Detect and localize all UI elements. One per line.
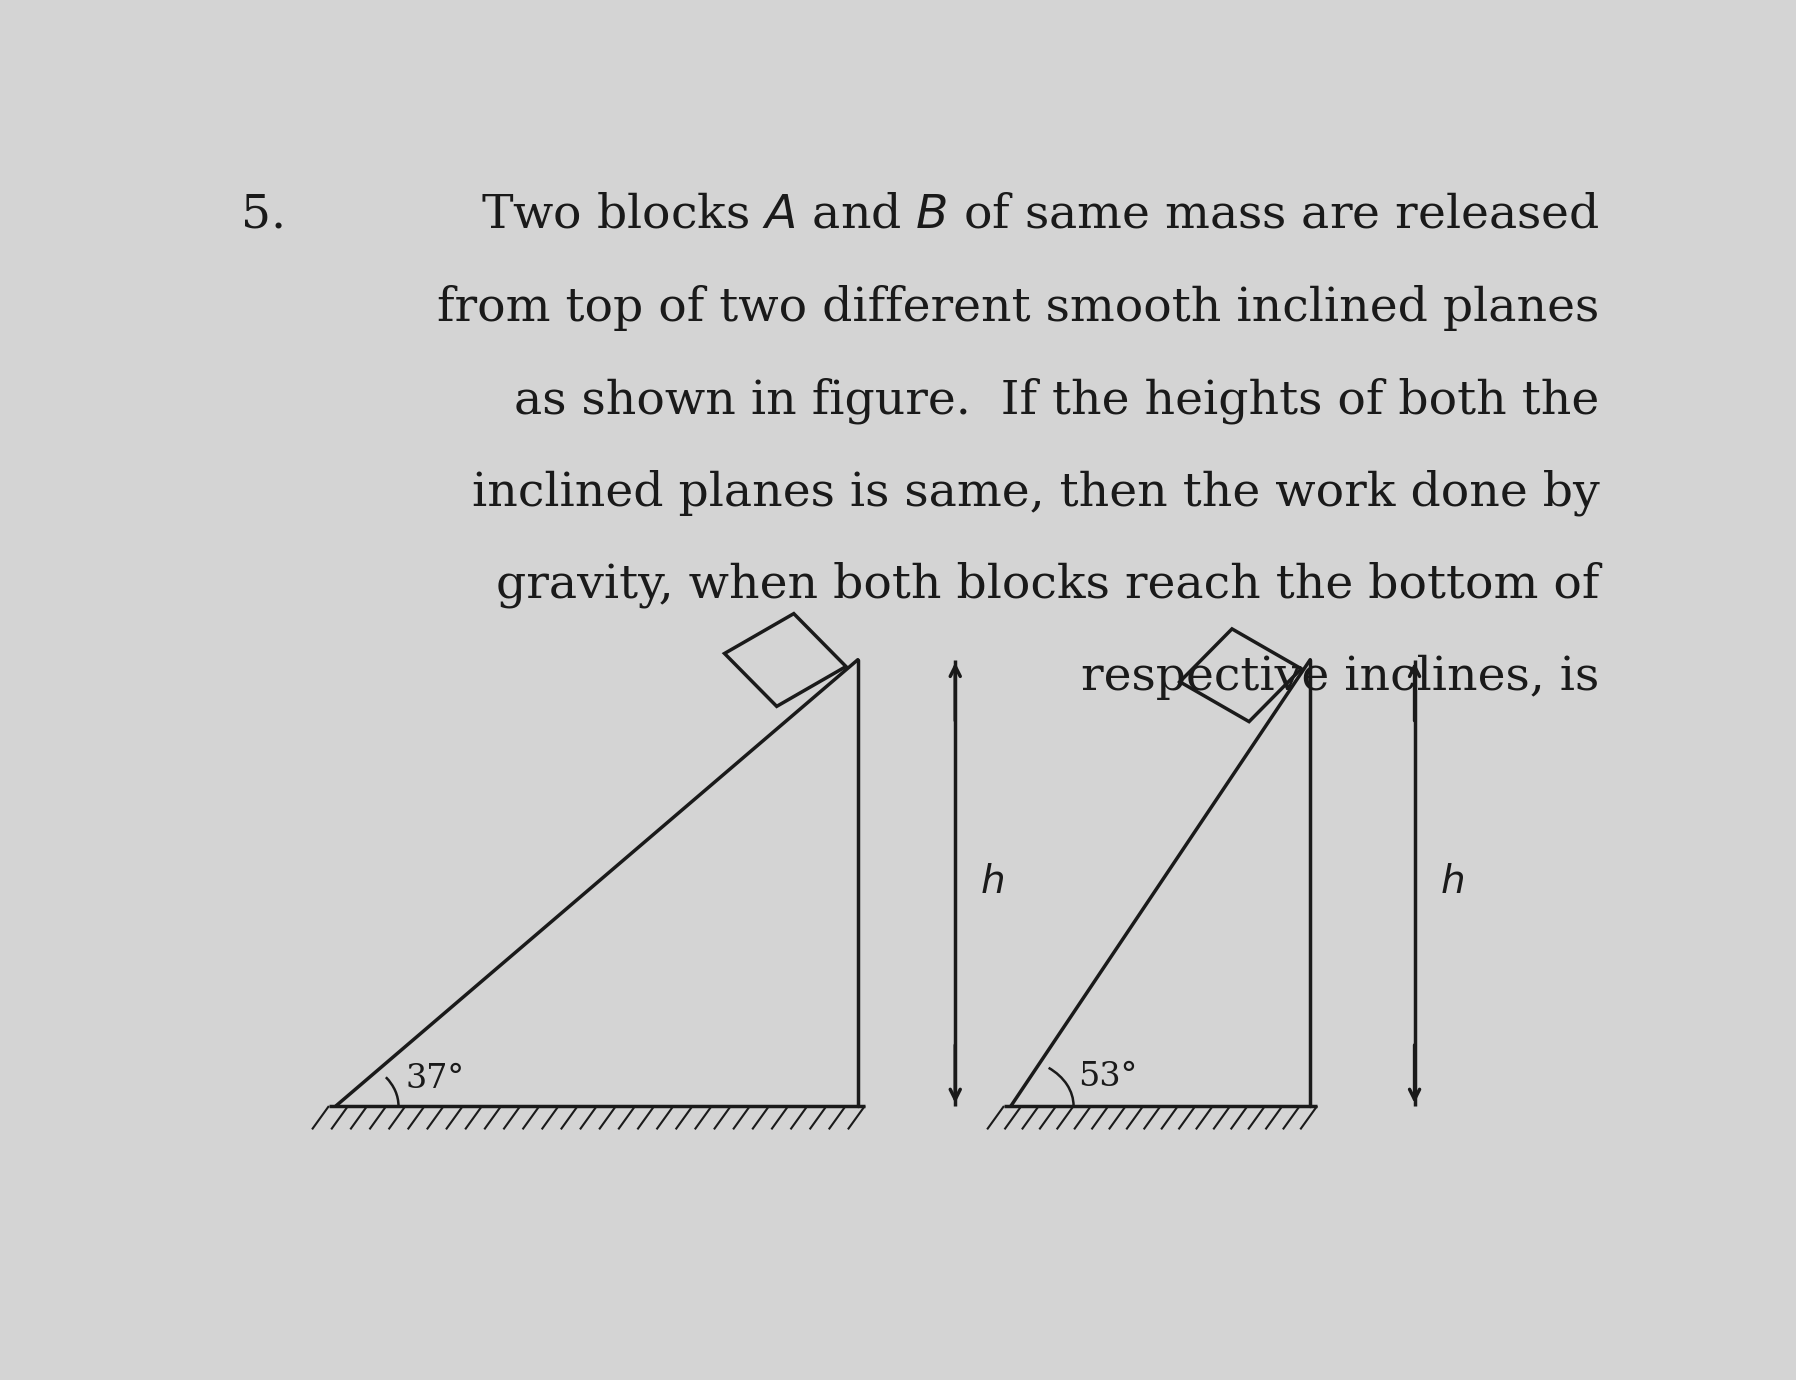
Text: Two blocks $\mathit{A}$ and $\mathit{B}$ of same mass are released: Two blocks $\mathit{A}$ and $\mathit{B}$… <box>481 192 1600 237</box>
Text: inclined planes is same, then the work done by: inclined planes is same, then the work d… <box>472 469 1600 516</box>
Text: from top of two different smooth inclined planes: from top of two different smooth incline… <box>438 284 1600 331</box>
Text: as shown in figure.  If the heights of both the: as shown in figure. If the heights of bo… <box>514 377 1600 424</box>
Text: $h$: $h$ <box>981 864 1004 901</box>
Text: 37°: 37° <box>406 1064 465 1096</box>
Text: 5.: 5. <box>241 192 286 237</box>
Text: $h$: $h$ <box>1440 864 1464 901</box>
Text: 53°: 53° <box>1078 1061 1137 1093</box>
Text: gravity, when both blocks reach the bottom of: gravity, when both blocks reach the bott… <box>496 562 1600 609</box>
Text: respective inclines, is: respective inclines, is <box>1081 654 1600 700</box>
